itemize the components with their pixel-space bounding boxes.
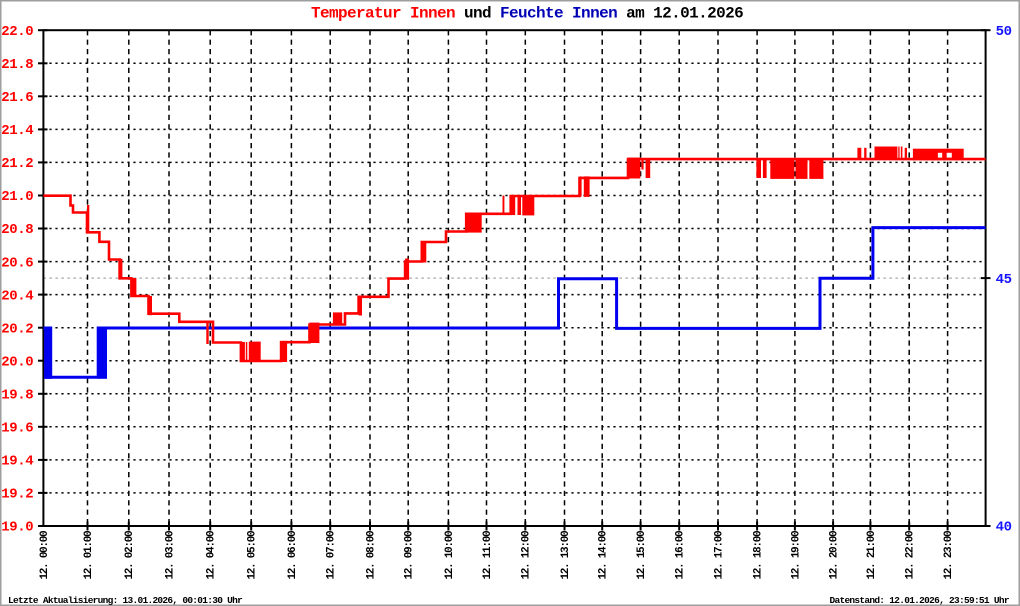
svg-text:12. 19:00: 12. 19:00 <box>790 531 802 580</box>
svg-text:12. 05:00: 12. 05:00 <box>247 531 259 580</box>
svg-text:20.2: 20.2 <box>1 321 33 337</box>
svg-text:22.0: 22.0 <box>1 24 33 40</box>
svg-text:Letzte Aktualisierung: 13.01.2: Letzte Aktualisierung: 13.01.2026, 00:01… <box>8 595 243 606</box>
svg-text:20.8: 20.8 <box>1 222 33 238</box>
svg-text:12. 02:00: 12. 02:00 <box>124 531 136 580</box>
svg-text:12. 01:00: 12. 01:00 <box>83 531 95 580</box>
svg-text:12. 03:00: 12. 03:00 <box>164 531 176 580</box>
svg-text:12. 22:00: 12. 22:00 <box>905 531 917 580</box>
svg-text:12. 09:00: 12. 09:00 <box>404 531 416 580</box>
svg-text:20.0: 20.0 <box>1 354 33 370</box>
svg-text:19.8: 19.8 <box>1 388 33 404</box>
svg-text:12. 12:00: 12. 12:00 <box>521 531 533 580</box>
svg-text:12. 21:00: 12. 21:00 <box>866 531 878 580</box>
svg-text:12. 13:00: 12. 13:00 <box>560 531 572 580</box>
svg-text:12. 14:00: 12. 14:00 <box>598 531 610 580</box>
svg-text:21.6: 21.6 <box>1 90 33 106</box>
svg-text:19.6: 19.6 <box>1 421 33 437</box>
svg-text:12. 23:00: 12. 23:00 <box>943 531 955 580</box>
svg-text:12. 10:00: 12. 10:00 <box>444 531 456 580</box>
svg-text:19.0: 19.0 <box>1 520 33 536</box>
svg-text:21.8: 21.8 <box>1 57 33 73</box>
svg-text:50: 50 <box>996 24 1012 40</box>
svg-text:12. 07:00: 12. 07:00 <box>326 531 338 580</box>
svg-text:12. 18:00: 12. 18:00 <box>753 531 765 580</box>
svg-text:21.2: 21.2 <box>1 156 33 172</box>
svg-text:Datenstand: 12.01.2026, 23:59:: Datenstand: 12.01.2026, 23:59:51 Uhr <box>830 595 1010 606</box>
svg-text:19.2: 19.2 <box>1 487 33 503</box>
svg-text:21.4: 21.4 <box>1 123 33 139</box>
svg-text:12. 06:00: 12. 06:00 <box>287 531 299 580</box>
svg-text:20.4: 20.4 <box>1 288 33 304</box>
svg-text:45: 45 <box>996 272 1012 288</box>
svg-text:12. 08:00: 12. 08:00 <box>365 531 377 580</box>
svg-text:12. 11:00: 12. 11:00 <box>482 531 494 580</box>
svg-text:12. 15:00: 12. 15:00 <box>636 531 648 580</box>
svg-text:12. 20:00: 12. 20:00 <box>829 531 841 580</box>
svg-text:Temperatur Innen und Feuchte I: Temperatur Innen und Feuchte Innen am 12… <box>311 5 743 23</box>
svg-text:12. 00:00: 12. 00:00 <box>39 531 51 580</box>
svg-text:12. 16:00: 12. 16:00 <box>675 531 687 580</box>
svg-text:19.4: 19.4 <box>1 454 33 470</box>
svg-text:20.6: 20.6 <box>1 255 33 271</box>
svg-text:21.0: 21.0 <box>1 189 33 205</box>
svg-text:12. 17:00: 12. 17:00 <box>713 531 725 580</box>
svg-text:12. 04:00: 12. 04:00 <box>206 531 218 580</box>
svg-text:40: 40 <box>996 520 1012 536</box>
